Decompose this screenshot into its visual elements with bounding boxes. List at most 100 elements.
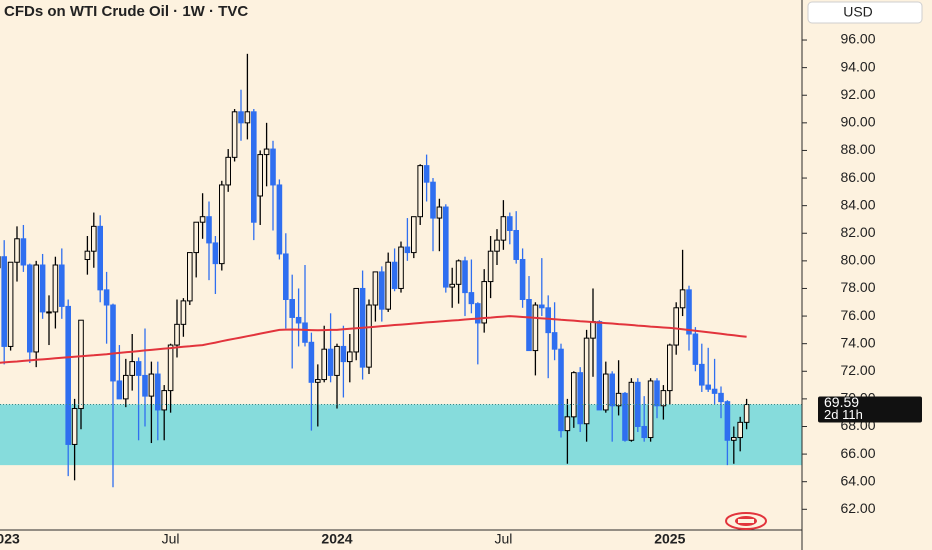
y-tick-label: 66.00 [840, 445, 875, 461]
candle-body [1, 256, 7, 347]
y-tick-label: 96.00 [840, 31, 875, 47]
plot [0, 53, 802, 488]
y-tick-label: 72.00 [840, 362, 875, 378]
candle-body [353, 287, 359, 353]
moving-average [0, 315, 747, 364]
candle-body [647, 380, 654, 439]
candle-body [391, 261, 398, 289]
candle-body [513, 229, 520, 260]
candle-body [519, 258, 526, 301]
candle-body [347, 351, 353, 363]
candle-body [231, 111, 238, 158]
y-tick-label: 84.00 [840, 196, 875, 212]
candle-body [7, 261, 14, 347]
candle-body [46, 311, 52, 314]
candle-body [667, 344, 673, 392]
candle-body [123, 374, 129, 400]
candle-body [289, 299, 295, 318]
candle-body [622, 392, 628, 441]
last-price-label: 69.59 [824, 394, 859, 410]
candle-body [334, 345, 340, 376]
candle-body [494, 239, 500, 252]
candle-body [449, 283, 455, 288]
candle-body [263, 148, 270, 156]
candle-body [558, 348, 564, 432]
x-tick-label: Jul [494, 531, 512, 547]
candle-body [455, 260, 462, 285]
candle-body [641, 425, 648, 439]
x-tick-label: Jul [162, 531, 180, 547]
candle-body [718, 392, 724, 403]
candle-body [609, 373, 616, 407]
candle-body [404, 246, 411, 254]
candle-body [615, 392, 622, 407]
support-zone [0, 404, 802, 466]
candle-body [302, 322, 308, 343]
candle-body [276, 184, 283, 255]
candle-body [635, 381, 641, 427]
candle-body [91, 225, 97, 252]
price-axis: 62.0064.0066.0068.0070.0072.0074.0076.00… [802, 31, 922, 516]
candle-body [135, 361, 142, 376]
last-price-box [818, 396, 922, 423]
candle-body [500, 216, 507, 241]
currency-label[interactable]: USD [843, 4, 873, 20]
candle-body [539, 304, 545, 309]
candle-body [110, 304, 116, 382]
y-tick-label: 64.00 [840, 472, 875, 488]
candle-body [148, 373, 155, 397]
candle-body [603, 373, 609, 411]
candle-body [174, 323, 180, 346]
currency-box[interactable] [807, 1, 923, 24]
candle-body [385, 261, 391, 310]
candle-body [430, 181, 436, 219]
candle-body [244, 111, 251, 124]
candle-body [468, 292, 475, 305]
y-tick-label: 62.00 [840, 500, 875, 516]
y-tick-label: 90.00 [840, 114, 875, 130]
candle-body [212, 242, 219, 265]
candle-body [743, 404, 750, 423]
candle-body [167, 344, 174, 392]
zone-layer [0, 404, 802, 466]
candle-body [526, 299, 532, 352]
candle-body [308, 341, 315, 383]
candle-body [71, 408, 78, 445]
candle-body [583, 337, 590, 425]
y-tick-label: 78.00 [840, 279, 875, 295]
candle-body [199, 216, 206, 223]
x-tick-label: 2023 [0, 531, 20, 547]
candle-body [116, 380, 123, 400]
candle-body [65, 305, 72, 445]
candle-body [187, 252, 193, 302]
candle-body [731, 437, 737, 441]
candle-body [193, 221, 199, 254]
candle-body [411, 216, 417, 254]
candle-body [251, 111, 257, 223]
candle-body [225, 156, 231, 186]
y-tick-label: 88.00 [840, 141, 875, 157]
candle-body [161, 390, 167, 411]
candle-body [206, 216, 212, 244]
candle-body [20, 238, 27, 266]
candle-body [423, 165, 430, 183]
candle-body [315, 379, 321, 383]
candle-body [398, 246, 404, 289]
candle-body [686, 289, 692, 335]
candle-body [596, 321, 603, 411]
candle-body [129, 361, 135, 376]
y-tick-label: 82.00 [840, 224, 875, 240]
candle-body [711, 388, 718, 394]
candle-body [238, 111, 244, 124]
candle-body [577, 372, 584, 425]
candle-body [507, 216, 513, 231]
candle-body [257, 154, 263, 197]
candle-body [97, 225, 104, 291]
candle-body [692, 333, 699, 365]
candle-body [180, 300, 187, 325]
y-tick-label: 74.00 [840, 334, 875, 350]
candle-body [417, 165, 423, 218]
candle-body [14, 238, 20, 263]
candle-body [327, 348, 334, 376]
